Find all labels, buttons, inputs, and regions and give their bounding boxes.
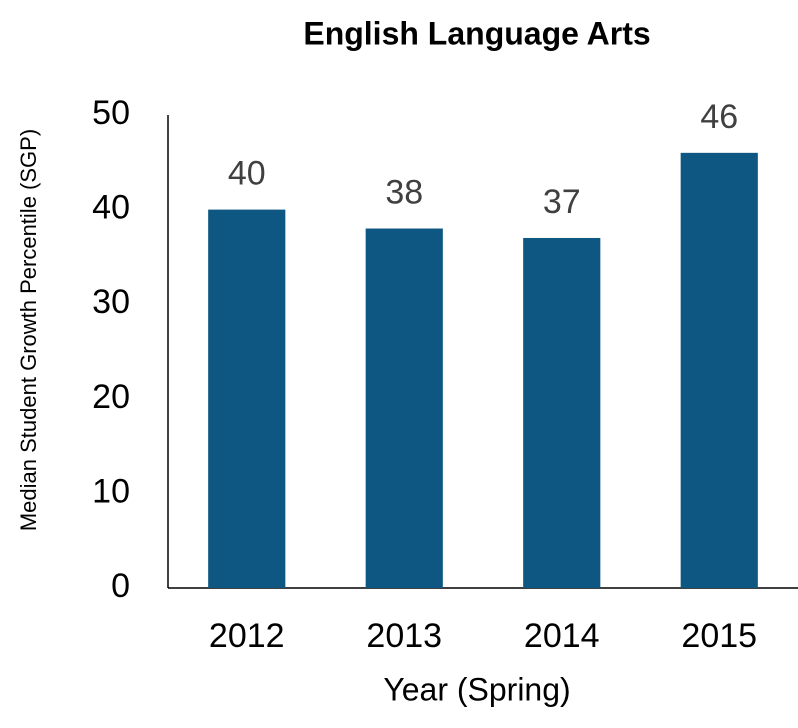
- bar: [523, 237, 601, 589]
- bar: [208, 209, 286, 588]
- bar: [365, 228, 443, 588]
- x-tick-label: 2012: [209, 617, 285, 655]
- x-axis-label: Year (Spring): [383, 671, 570, 707]
- bar: [680, 152, 758, 588]
- data-label: 40: [228, 155, 266, 193]
- y-tick-label: 20: [92, 378, 130, 416]
- y-tick-label: 30: [92, 283, 130, 321]
- chart-title: English Language Arts: [303, 15, 650, 51]
- y-tick-label: 0: [111, 567, 130, 605]
- x-tick-label: 2015: [681, 617, 757, 655]
- data-label: 38: [385, 174, 423, 212]
- x-tick-label: 2013: [366, 617, 442, 655]
- data-label: 37: [543, 183, 581, 221]
- y-tick-label: 40: [92, 189, 130, 227]
- y-tick-label: 10: [92, 472, 130, 510]
- y-tick-label: 50: [92, 94, 130, 132]
- y-axis-label: Median Student Growth Percentile (SGP): [16, 129, 41, 531]
- data-label: 46: [700, 98, 738, 136]
- x-tick-label: 2014: [524, 617, 600, 655]
